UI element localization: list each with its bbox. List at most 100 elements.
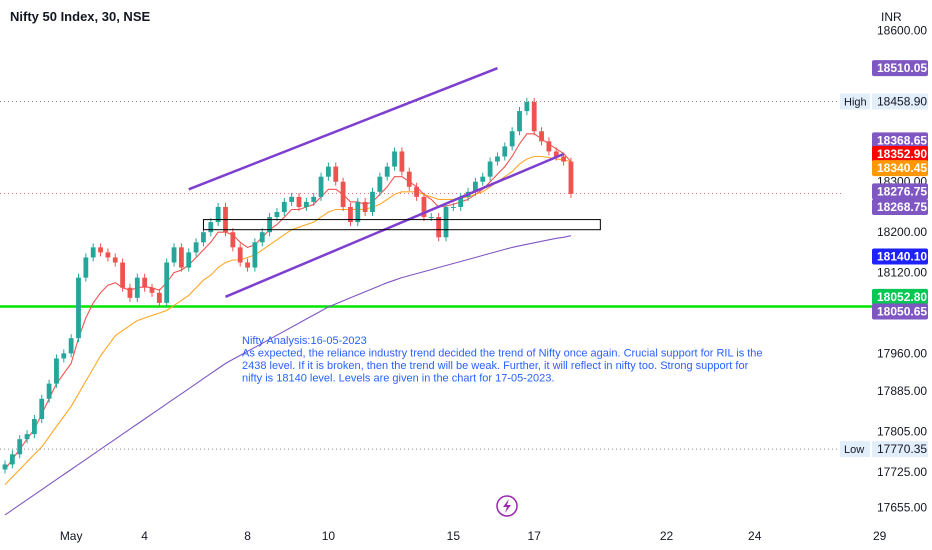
candle xyxy=(17,435,23,459)
channel-line-upper[interactable] xyxy=(188,66,498,191)
candle-body xyxy=(281,201,287,213)
candle xyxy=(134,273,140,302)
candle-body xyxy=(311,196,317,202)
candle-body xyxy=(384,166,390,177)
candle xyxy=(90,243,96,262)
annotation-line: Nifty Analysis:16-05-2023 xyxy=(242,335,367,347)
low-label: Low xyxy=(844,444,864,456)
candle xyxy=(105,248,111,262)
price-tag-value: 18368.65 xyxy=(877,133,927,147)
candle xyxy=(473,177,478,196)
candle xyxy=(502,142,508,161)
flash-icon[interactable] xyxy=(496,495,518,517)
candle-body xyxy=(164,262,170,303)
candle-body xyxy=(539,131,544,142)
candle xyxy=(61,349,67,363)
candle xyxy=(318,172,324,201)
candle xyxy=(39,394,45,424)
candle-body xyxy=(296,196,302,207)
y-tick-label: 17725.00 xyxy=(877,465,927,479)
candle xyxy=(179,243,184,272)
candle-body xyxy=(61,353,67,359)
high-value-box xyxy=(872,93,928,110)
candle-body xyxy=(186,252,192,268)
price-tag-value: 18276.75 xyxy=(877,184,927,198)
candle-body xyxy=(406,171,412,187)
candle xyxy=(208,218,214,237)
low-label-box xyxy=(840,441,870,458)
candle-body xyxy=(392,151,397,167)
candle-body xyxy=(9,454,15,465)
candle-body xyxy=(531,101,537,132)
price-tag xyxy=(872,198,928,215)
candle-body xyxy=(127,287,133,298)
candle-body xyxy=(156,292,162,303)
candle-body xyxy=(333,166,339,182)
candle-body xyxy=(377,176,383,192)
price-tag-value: 18052.80 xyxy=(877,290,927,304)
candle xyxy=(252,238,258,272)
candle xyxy=(340,177,346,212)
candle xyxy=(2,460,8,474)
candle xyxy=(156,288,162,307)
candle-body xyxy=(54,358,59,384)
candle-body xyxy=(46,383,52,399)
support-zone-box[interactable] xyxy=(202,219,601,231)
candle-body xyxy=(561,156,566,162)
candle xyxy=(98,243,103,257)
candle xyxy=(201,228,206,247)
candle xyxy=(68,334,74,358)
candle xyxy=(311,192,317,206)
chart-title: Nifty 50 Index, 30, NSE xyxy=(10,9,150,24)
candle-body xyxy=(443,206,449,238)
candle xyxy=(517,107,522,136)
candle-body xyxy=(215,206,221,223)
candle xyxy=(370,187,375,217)
candle xyxy=(414,182,419,201)
candle-body xyxy=(303,201,309,207)
currency-label: INR xyxy=(881,10,902,24)
y-tick-label: 18200.00 xyxy=(877,225,927,239)
candle xyxy=(237,243,243,267)
candle xyxy=(142,273,148,292)
price-tag xyxy=(872,145,928,162)
candle xyxy=(127,283,133,302)
high-label-box xyxy=(840,93,870,110)
x-tick-label: 4 xyxy=(141,529,148,543)
candle-body xyxy=(480,176,486,182)
price-tag-value: 18340.45 xyxy=(877,161,927,175)
y-tick-label: 18600.00 xyxy=(877,23,927,37)
candle-body xyxy=(134,277,140,298)
price-tag xyxy=(872,183,928,200)
price-tag xyxy=(872,160,928,177)
candle xyxy=(46,379,52,403)
candle xyxy=(193,238,199,257)
channel-line-lower[interactable] xyxy=(225,152,565,298)
candle-body xyxy=(193,242,199,253)
moving-average-line-2 xyxy=(4,235,572,516)
candle-body xyxy=(553,151,559,157)
candle xyxy=(333,162,339,186)
price-tag-value: 18050.65 xyxy=(877,304,927,318)
candle xyxy=(539,127,544,146)
candle-body xyxy=(399,151,405,172)
candle-body xyxy=(414,186,419,197)
candle-body xyxy=(17,439,23,455)
candle xyxy=(436,213,442,242)
candle-body xyxy=(24,434,30,440)
price-tag-value: 18352.90 xyxy=(877,147,927,161)
candle xyxy=(289,192,295,206)
candle xyxy=(348,202,353,227)
candle-body xyxy=(289,196,295,202)
high-value: 18458.90 xyxy=(877,95,927,109)
candle-body xyxy=(201,232,206,243)
candle-body xyxy=(259,232,265,243)
candle-body xyxy=(326,166,331,177)
x-tick-label: 15 xyxy=(447,529,461,543)
candle xyxy=(406,167,412,191)
x-tick-label: 17 xyxy=(528,529,542,543)
candle xyxy=(399,147,405,176)
candle xyxy=(76,273,81,343)
candle xyxy=(450,202,456,212)
